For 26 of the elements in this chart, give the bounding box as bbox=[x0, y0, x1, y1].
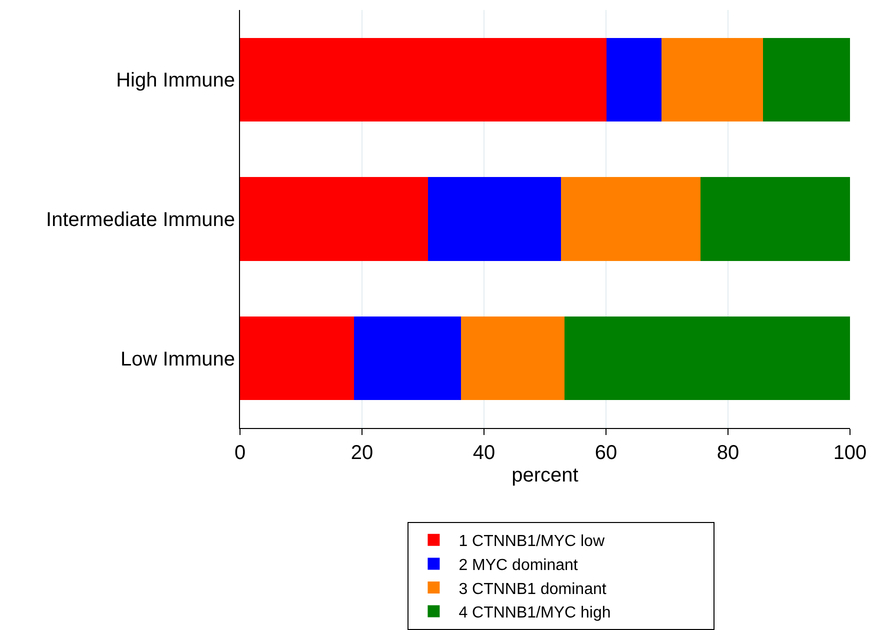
y-tick-label: Intermediate Immune bbox=[46, 209, 235, 231]
legend-label: 1 CTNNB1/MYC low bbox=[458, 533, 605, 550]
legend-label: 2 MYC dominant bbox=[458, 556, 578, 574]
bar bbox=[700, 177, 850, 261]
bar bbox=[762, 38, 850, 122]
bar bbox=[354, 316, 461, 400]
x-tick-label: 80 bbox=[716, 442, 740, 464]
x-tick-label: 100 bbox=[833, 442, 867, 464]
y-tick-label: High Immune bbox=[116, 70, 235, 92]
bar bbox=[560, 177, 701, 261]
bar bbox=[240, 38, 607, 122]
bar bbox=[662, 38, 763, 122]
bar bbox=[240, 177, 428, 261]
legend-label: 3 CTNNB1 dominant bbox=[458, 580, 607, 598]
bar bbox=[428, 177, 561, 261]
bar bbox=[460, 316, 565, 400]
x-tick-label: 20 bbox=[350, 442, 374, 464]
legend-label: 4 CTNNB1/MYC high bbox=[458, 604, 611, 622]
y-tick-label: Low Immune bbox=[120, 348, 235, 370]
x-tick-label: 60 bbox=[594, 442, 618, 464]
x-tick-label: 40 bbox=[472, 442, 496, 464]
bar bbox=[606, 38, 662, 122]
x-tick-label: 0 bbox=[234, 442, 246, 464]
bar bbox=[240, 316, 354, 400]
bar bbox=[564, 316, 850, 400]
x-axis-title: percent bbox=[512, 464, 579, 486]
